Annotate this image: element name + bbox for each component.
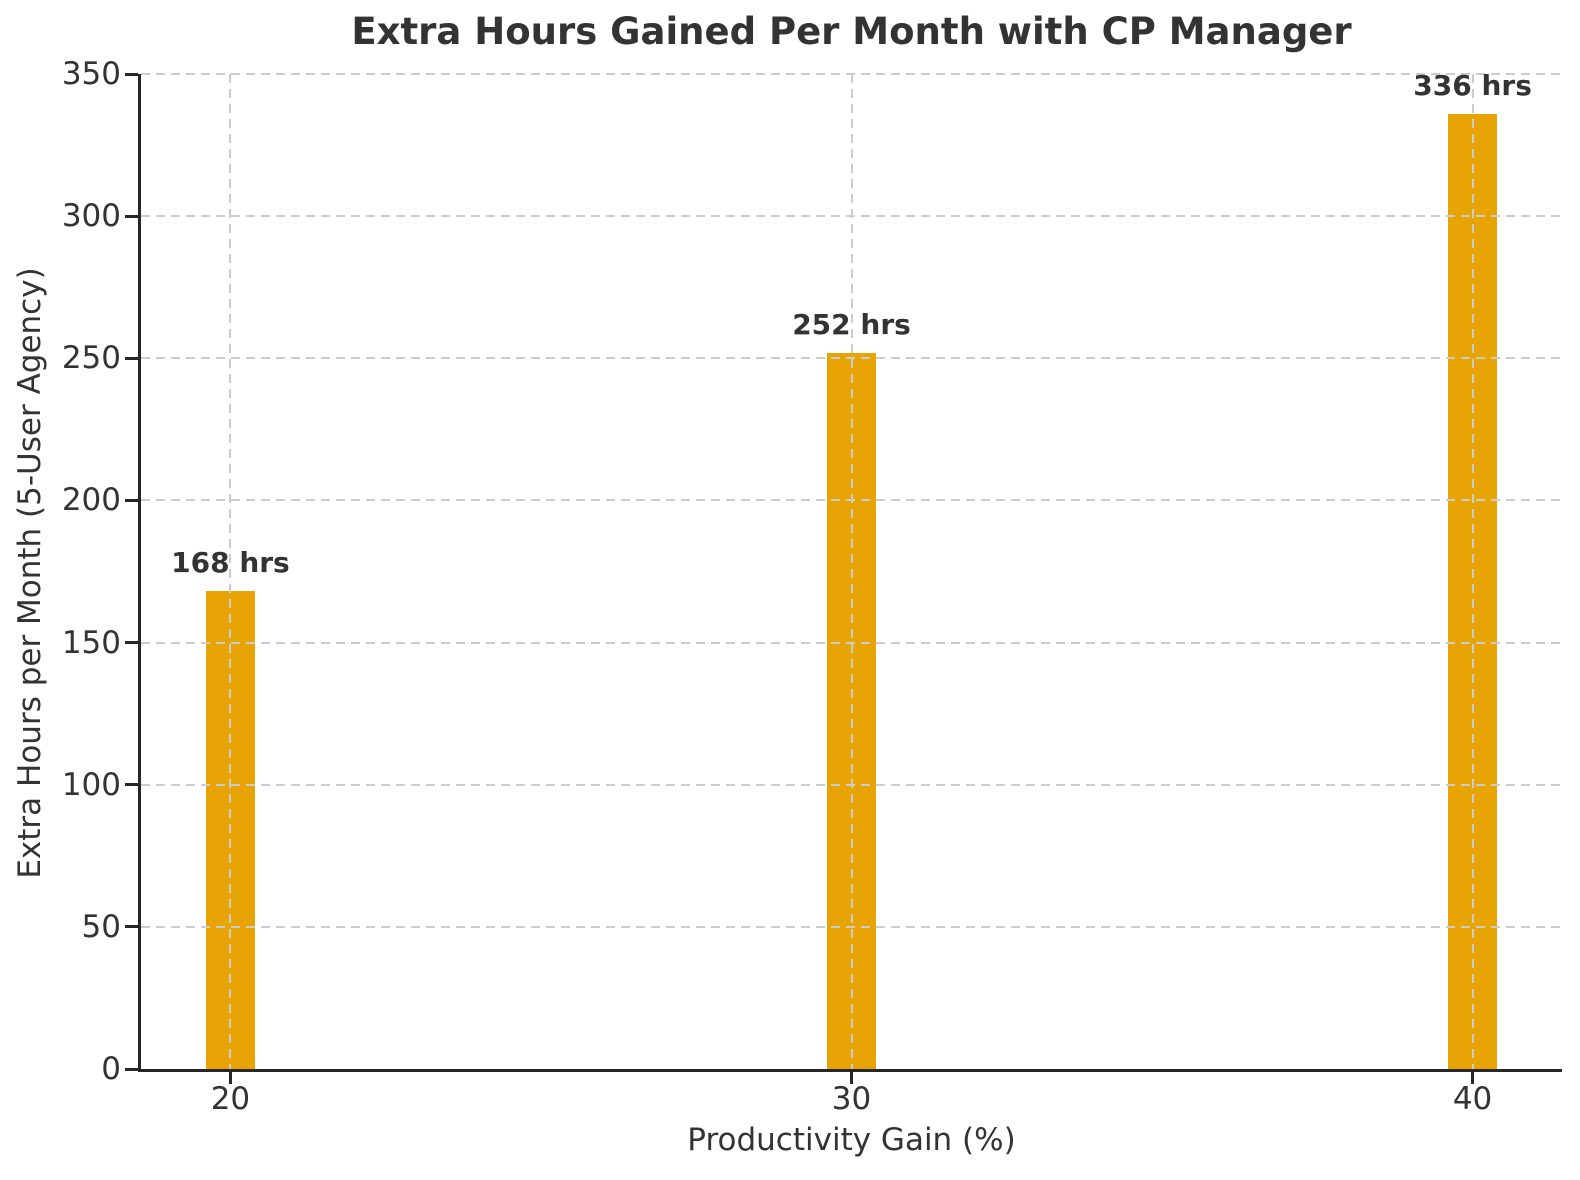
v-gridline [850, 74, 853, 1069]
y-tick [125, 783, 138, 787]
x-tick-label: 20 [210, 1081, 251, 1117]
x-tick [1471, 1072, 1475, 1084]
y-tick-label: 200 [61, 482, 121, 519]
plot-area: 168 hrs 252 hrs 336 hrs [138, 68, 1562, 1072]
x-tick [228, 1072, 232, 1084]
bar-value-label: 336 hrs [1413, 68, 1532, 102]
y-tick-label: 100 [61, 766, 121, 803]
bar-value-label: 252 hrs [792, 307, 911, 341]
v-gridline [1471, 74, 1474, 1069]
y-tick [125, 641, 138, 645]
x-axis-label: Productivity Gain (%) [687, 1122, 1016, 1158]
x-tick-label: 40 [1452, 1081, 1493, 1117]
y-tick-label: 50 [81, 908, 121, 945]
x-tick-label: 30 [831, 1081, 872, 1117]
y-tick-label: 350 [61, 56, 121, 92]
bar-value-label: 168 hrs [171, 546, 290, 580]
y-tick [125, 356, 138, 360]
y-tick-label: 300 [61, 198, 121, 235]
y-tick [125, 214, 138, 218]
v-gridline [229, 74, 232, 1069]
y-tick [125, 72, 138, 76]
x-tick [850, 1072, 853, 1084]
y-tick [125, 498, 138, 502]
y-tick-label: 250 [61, 340, 121, 377]
y-tick-label: 150 [61, 624, 121, 661]
y-tick-label: 0 [101, 1051, 121, 1087]
y-tick [125, 1067, 138, 1071]
chart-title: Extra Hours Gained Per Month with CP Man… [351, 10, 1352, 53]
y-tick [125, 925, 138, 929]
y-axis-label: Extra Hours per Month (5-User Agency) [12, 267, 48, 879]
